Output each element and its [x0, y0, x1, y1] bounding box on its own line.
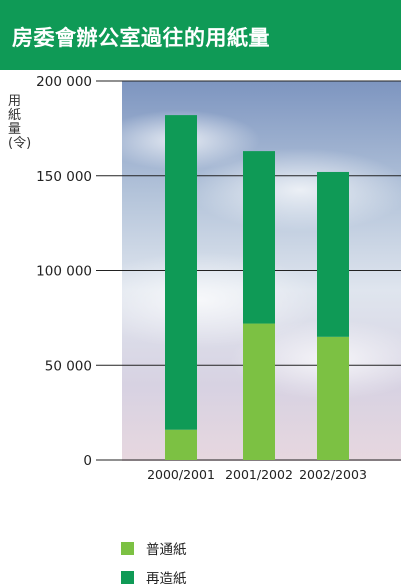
bar-segment	[165, 115, 197, 430]
y-tick-label: 0	[83, 453, 92, 469]
page-title: 房委會辦公室過往的用紙量	[12, 26, 270, 50]
bar-segment	[317, 336, 349, 460]
x-tick-label: 2002/2003	[299, 467, 367, 482]
y-tick-label: 100 000	[36, 264, 92, 280]
bar-segment	[243, 151, 275, 324]
x-axis: 2000/2001 2001/2002 2002/2003	[147, 467, 367, 482]
bar-segment	[165, 429, 197, 460]
bar-segment	[243, 323, 275, 460]
legend-item: 普通紙	[121, 540, 187, 558]
y-axis: 0 50 000 100 000 150 000 200 000	[36, 74, 92, 469]
bars	[165, 115, 349, 460]
x-tick-label: 2001/2002	[225, 467, 293, 482]
bar-segment	[317, 171, 349, 337]
y-tick-label: 200 000	[36, 74, 92, 90]
x-tick-label: 2000/2001	[147, 467, 215, 482]
legend-label: 再造紙	[146, 571, 187, 587]
legend-label: 普通紙	[146, 542, 187, 558]
legend-item: 再造紙	[121, 569, 187, 587]
legend-swatch	[121, 541, 134, 555]
y-axis-label: 用紙量(令)	[8, 94, 32, 151]
title-bar: 房委會辦公室過往的用紙量	[0, 0, 401, 70]
y-tick-label: 150 000	[36, 169, 92, 185]
legend-swatch	[121, 570, 134, 584]
y-tick-label: 50 000	[45, 358, 92, 374]
